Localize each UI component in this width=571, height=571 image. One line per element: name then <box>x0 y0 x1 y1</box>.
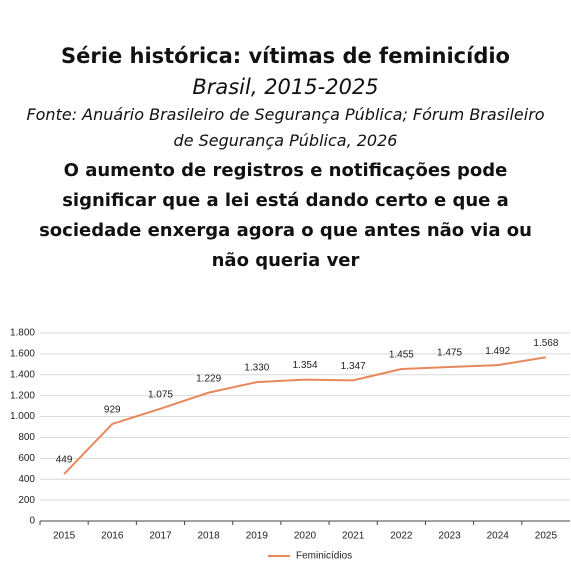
heading: Série histórica: vítimas de feminicídio … <box>25 40 546 276</box>
chart-subtitle: Brasil, 2015-2025 <box>192 75 379 99</box>
data-label: 1.347 <box>341 361 366 372</box>
x-tick-label: 2021 <box>342 531 365 542</box>
x-tick-label: 2022 <box>390 531 413 542</box>
x-tick-label: 2018 <box>198 531 221 542</box>
data-label: 1.475 <box>437 348 462 359</box>
x-tick-label: 2020 <box>294 531 317 542</box>
series-line <box>63 356 547 475</box>
y-tick-label: 400 <box>18 474 35 485</box>
y-tick-label: 600 <box>18 453 35 464</box>
data-label: 1.568 <box>533 338 558 349</box>
x-tick-label: 2016 <box>101 531 124 542</box>
chart-title: Série histórica: vítimas de feminicídio <box>61 44 510 68</box>
data-label: 1.455 <box>389 350 414 361</box>
y-tick-label: 1.800 <box>10 328 35 339</box>
data-label: 929 <box>104 405 121 416</box>
legend-label: Feminicídios <box>296 551 352 562</box>
data-label: 1.229 <box>196 373 221 384</box>
annotation: O aumento de registros e notificações po… <box>39 160 532 271</box>
y-tick-label: 0 <box>29 516 35 527</box>
y-tick-label: 1.400 <box>10 369 35 380</box>
x-tick-label: 2019 <box>246 531 269 542</box>
data-label: 1.330 <box>244 363 269 374</box>
y-tick-label: 200 <box>18 495 35 506</box>
x-tick-label: 2025 <box>535 531 558 542</box>
data-label: 449 <box>56 455 73 466</box>
y-tick-label: 800 <box>18 432 35 443</box>
x-tick-label: 2017 <box>149 531 172 542</box>
source-note: Fonte: Anuário Brasileiro de Segurança P… <box>26 105 545 150</box>
x-tick-label: 2023 <box>438 531 461 542</box>
x-tick-label: 2024 <box>487 531 510 542</box>
y-tick-label: 1.200 <box>10 390 35 401</box>
data-label: 1.075 <box>148 389 173 400</box>
y-tick-label: 1.000 <box>10 411 35 422</box>
data-label: 1.354 <box>292 360 317 371</box>
data-label: 1.492 <box>485 346 510 357</box>
y-tick-label: 1.600 <box>10 349 35 360</box>
x-tick-label: 2015 <box>53 531 76 542</box>
